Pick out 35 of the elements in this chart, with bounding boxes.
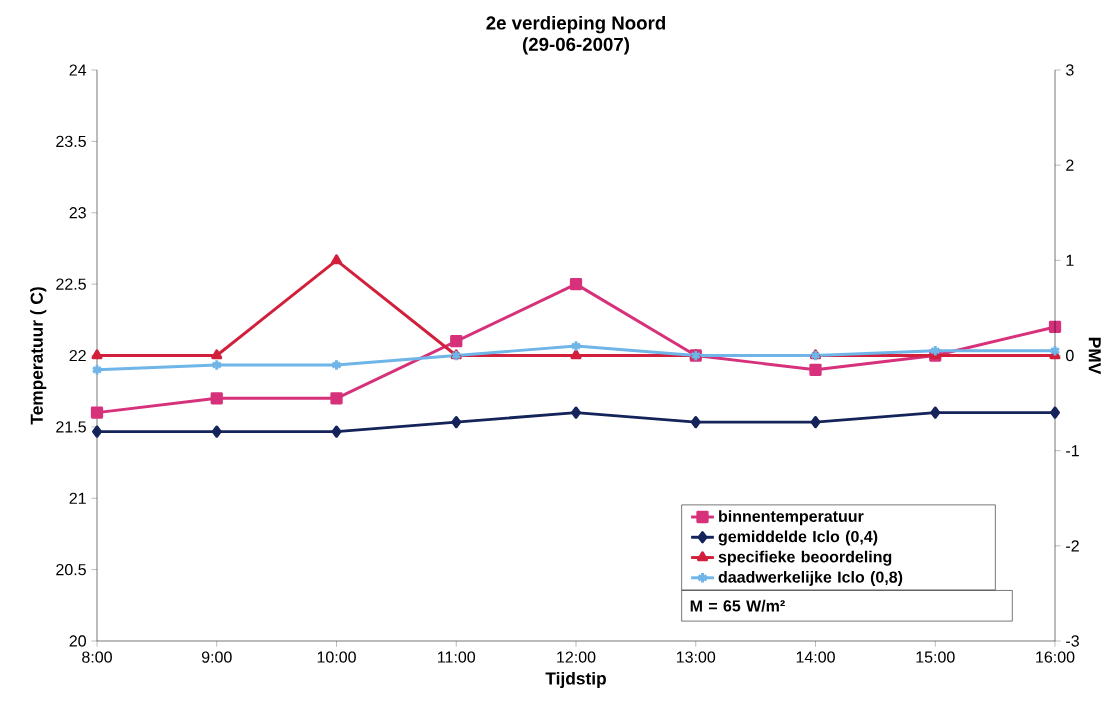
y-tick-label: 20	[69, 635, 86, 647]
x-tick-label: 16:00	[1036, 651, 1075, 663]
y2-tick-label: 1	[1066, 255, 1074, 266]
y-tick-label: 22.5	[56, 278, 86, 290]
y2-axis-title: PMV	[1088, 338, 1101, 375]
y2-tick-label: -1	[1066, 445, 1079, 457]
y2-tick-label: -2	[1066, 540, 1079, 552]
annotation: M = 65 W/m²	[690, 599, 785, 612]
legend-label: gemiddelde Iclo (0,4)	[718, 530, 878, 546]
x-tick-label: 9:00	[201, 651, 232, 663]
chart-title: 2e verdieping Noord	[486, 16, 666, 34]
y-tick-label: 21.5	[56, 421, 86, 433]
y2-tick-label: -3	[1066, 635, 1079, 647]
x-tick-label: 15:00	[916, 651, 955, 663]
legend-label: specifieke beoordeling	[718, 550, 892, 566]
y2-tick-label: 2	[1066, 159, 1074, 171]
y-tick-label: 24	[69, 64, 87, 76]
legend-label: binnentemperatuur	[719, 510, 864, 526]
y-tick-label: 20.5	[56, 564, 86, 576]
y-axis-title: Temperatuur ( C)	[30, 287, 47, 425]
x-tick-label: 8:00	[82, 651, 112, 663]
x-tick-label: 14:00	[796, 651, 835, 663]
x-tick-label: 10:00	[317, 651, 356, 663]
x-tick-label: 12:00	[557, 651, 596, 663]
y-tick-label: 23.5	[56, 135, 86, 148]
chart-subtitle: (29-06-2007)	[522, 37, 630, 55]
x-axis-title: Tijdstip	[545, 672, 606, 689]
y2-tick-label: 3	[1066, 64, 1074, 76]
y-tick-label: 21	[69, 492, 86, 504]
y-tick-label: 23	[69, 207, 86, 219]
legend-label: daadwerkelijke Iclo (0,8)	[718, 571, 903, 587]
y-tick-label: 22	[69, 350, 86, 362]
x-tick-label: 11:00	[438, 651, 476, 663]
y2-tick-label: 0	[1066, 350, 1074, 362]
x-tick-label: 13:00	[676, 651, 716, 663]
